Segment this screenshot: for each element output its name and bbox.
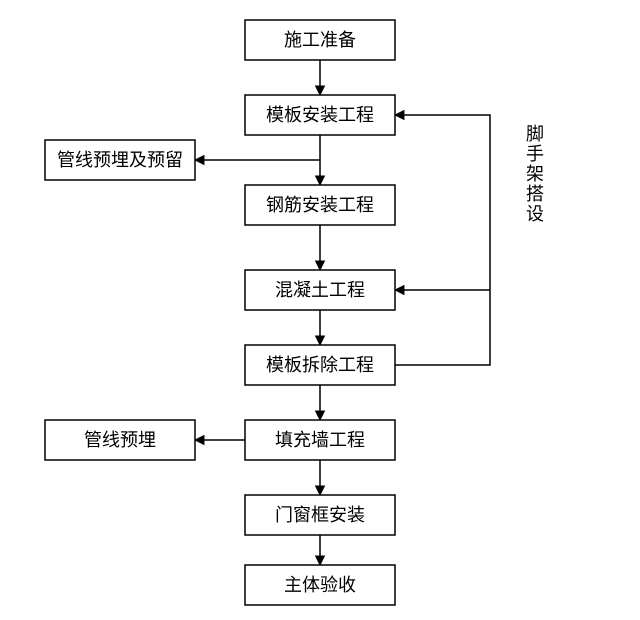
node-label: 施工准备 (284, 30, 356, 50)
node-label: 混凝土工程 (275, 280, 365, 300)
flow-node-s2: 管线预埋 (45, 420, 195, 460)
node-label: 模板安装工程 (266, 105, 374, 125)
node-label: 门窗框安装 (275, 505, 365, 525)
flow-node-n7: 门窗框安装 (245, 495, 395, 535)
flow-node-n1: 施工准备 (245, 20, 395, 60)
flow-node-n3: 钢筋安装工程 (245, 185, 395, 225)
nodes: 施工准备模板安装工程钢筋安装工程混凝土工程模板拆除工程填充墙工程门窗框安装主体验… (45, 20, 395, 605)
scaffold-label-char: 手 (526, 144, 544, 164)
node-label: 管线预埋及预留 (57, 150, 183, 170)
flow-node-s1: 管线预埋及预留 (45, 140, 195, 180)
flow-node-n2: 模板安装工程 (245, 95, 395, 135)
flow-node-n5: 模板拆除工程 (245, 345, 395, 385)
node-label: 主体验收 (284, 575, 356, 595)
edge-feedback-top (395, 115, 490, 365)
node-label: 管线预埋 (84, 430, 156, 450)
scaffold-label-char: 搭 (526, 184, 544, 204)
scaffold-label-char: 架 (526, 164, 544, 184)
node-label: 填充墙工程 (275, 430, 365, 450)
flow-node-n4: 混凝土工程 (245, 270, 395, 310)
node-label: 钢筋安装工程 (266, 195, 374, 215)
side-labels: 脚手架搭设 (526, 124, 544, 224)
flow-node-n6: 填充墙工程 (245, 420, 395, 460)
construction-flowchart: 施工准备模板安装工程钢筋安装工程混凝土工程模板拆除工程填充墙工程门窗框安装主体验… (0, 0, 640, 620)
scaffold-label-char: 设 (526, 204, 544, 224)
flow-node-n8: 主体验收 (245, 565, 395, 605)
scaffold-label-char: 脚 (526, 124, 544, 144)
node-label: 模板拆除工程 (266, 355, 374, 375)
